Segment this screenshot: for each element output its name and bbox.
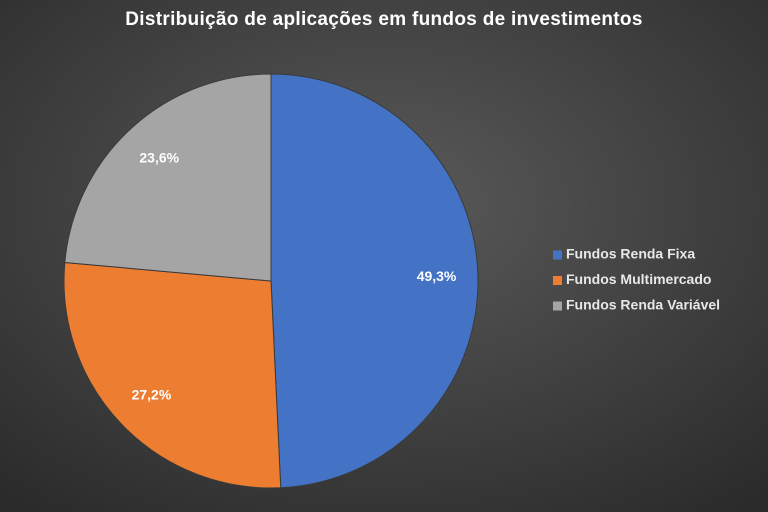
- legend-swatch: [553, 301, 562, 311]
- pie-slice: [63, 261, 282, 489]
- legend-label: Fundos Renda Variável: [566, 297, 720, 313]
- legend-label: Fundos Renda Fixa: [566, 246, 695, 262]
- data-label: 27,2%: [132, 386, 172, 402]
- data-label: 49,3%: [417, 268, 457, 284]
- pie-slice: [270, 73, 479, 489]
- legend-swatch: [553, 276, 562, 285]
- data-label: 23,6%: [139, 149, 179, 165]
- chart-title: Distribuição de aplicações em fundos de …: [125, 9, 642, 30]
- legend-swatch: [553, 250, 562, 260]
- pie-slice: [64, 73, 272, 282]
- legend-label: Fundos Multimercado: [566, 271, 711, 287]
